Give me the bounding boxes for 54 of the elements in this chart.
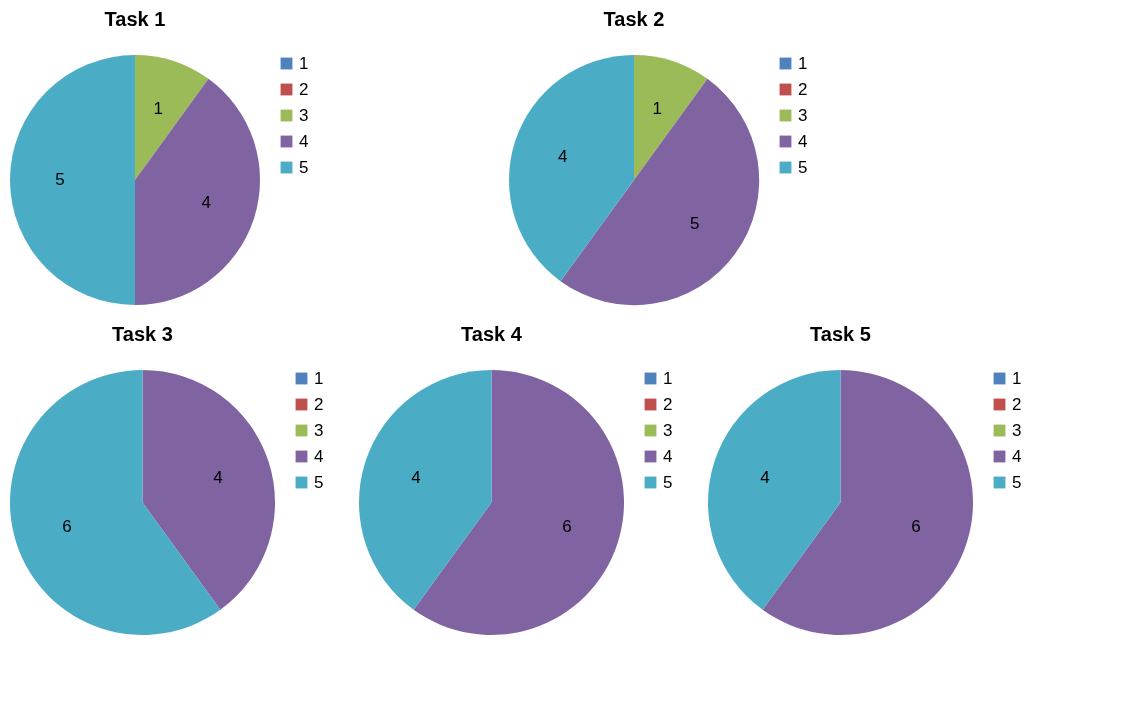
data-label: 4 bbox=[557, 146, 568, 166]
legend-label: 4 bbox=[798, 131, 808, 151]
pie-slice bbox=[509, 55, 634, 282]
legend-label: 4 bbox=[1012, 446, 1022, 466]
legend-label: 3 bbox=[798, 105, 808, 125]
data-label: 6 bbox=[62, 517, 72, 537]
legend-label: 1 bbox=[299, 53, 309, 73]
legend-label: 1 bbox=[798, 53, 808, 73]
legend-label: 3 bbox=[1012, 420, 1022, 440]
legend-label: 4 bbox=[663, 446, 673, 466]
pie-slice bbox=[10, 370, 221, 635]
pie-slice bbox=[762, 370, 973, 635]
legend-label: 2 bbox=[663, 394, 673, 414]
legend-label: 3 bbox=[299, 105, 309, 125]
data-label: 4 bbox=[201, 193, 212, 213]
pie-slice bbox=[142, 370, 275, 610]
legend-label: 2 bbox=[798, 79, 808, 99]
legend-label: 2 bbox=[314, 394, 324, 414]
legend-label: 4 bbox=[314, 446, 324, 466]
data-label: 5 bbox=[689, 214, 700, 234]
chart-title: Task 3 bbox=[112, 323, 173, 345]
legend-label: 5 bbox=[1012, 472, 1022, 492]
data-label: 4 bbox=[213, 467, 223, 487]
legend-label: 1 bbox=[1012, 368, 1022, 388]
chart-title: Task 1 bbox=[104, 8, 166, 30]
data-label: 1 bbox=[153, 98, 163, 118]
pie-slice bbox=[413, 370, 624, 635]
pie-slice bbox=[359, 370, 492, 610]
chart-title: Task 4 bbox=[461, 323, 523, 345]
chart-title: Task 5 bbox=[810, 323, 871, 345]
pie-slice bbox=[708, 370, 841, 610]
legend-label: 2 bbox=[1012, 394, 1022, 414]
legend-label: 5 bbox=[299, 157, 309, 177]
legend-label: 2 bbox=[299, 79, 309, 99]
chart-title: Task 2 bbox=[603, 8, 665, 30]
legend-label: 5 bbox=[314, 472, 324, 492]
pie-slice bbox=[135, 55, 209, 180]
data-label: 4 bbox=[760, 467, 770, 487]
pie-slice bbox=[10, 55, 135, 305]
legend-label: 5 bbox=[663, 472, 673, 492]
legend-label: 1 bbox=[663, 368, 673, 388]
data-label: 6 bbox=[562, 517, 572, 537]
legend-label: 5 bbox=[798, 157, 808, 177]
pie-slice bbox=[634, 55, 708, 180]
data-label: 4 bbox=[411, 467, 421, 487]
data-label: 1 bbox=[652, 98, 662, 118]
legend-label: 4 bbox=[299, 131, 309, 151]
data-label: 6 bbox=[911, 517, 921, 537]
pie-slice bbox=[560, 78, 759, 306]
legend-label: 3 bbox=[663, 420, 673, 440]
pie-slice bbox=[135, 78, 260, 305]
data-label: 5 bbox=[55, 170, 65, 189]
legend-label: 3 bbox=[314, 420, 324, 440]
legend-label: 1 bbox=[314, 368, 324, 388]
